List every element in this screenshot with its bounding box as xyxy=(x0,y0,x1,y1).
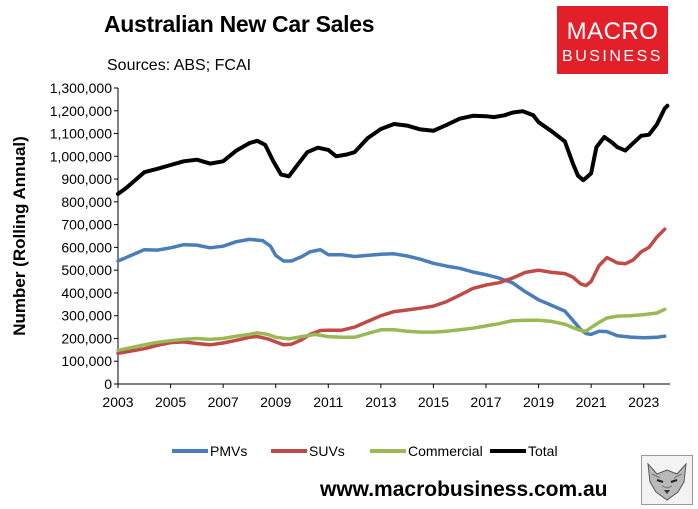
x-tick-label: 2017 xyxy=(470,394,501,410)
y-tick-label: 700,000 xyxy=(61,217,112,233)
y-tick-label: 900,000 xyxy=(61,171,112,187)
x-tick-label: 2005 xyxy=(155,394,186,410)
x-tick-label: 2011 xyxy=(313,394,343,410)
y-tick-label: 800,000 xyxy=(61,194,112,210)
y-tick-labels: 0 100,000 200,000 300,000 400,000 500,000 600,… xyxy=(50,80,113,392)
chart-legend: PMVs SUVs Commercial Total xyxy=(172,443,558,459)
logo-line-2: BUSINESS xyxy=(562,48,663,65)
chart-title: Australian New Car Sales xyxy=(104,11,375,37)
y-tick-label: 200,000 xyxy=(61,330,112,346)
y-tick-label: 100,000 xyxy=(61,353,112,369)
footer-url: www.macrobusiness.com.au xyxy=(320,478,608,501)
legend-label-total: Total xyxy=(528,443,558,459)
x-tick-label: 2009 xyxy=(260,394,291,410)
x-tick-label: 2007 xyxy=(208,394,239,410)
y-tick-label: 500,000 xyxy=(61,262,112,278)
y-tick-label: 300,000 xyxy=(61,308,112,324)
series-line-pmvs xyxy=(116,237,667,340)
chart-subtitle: Sources: ABS; FCAI xyxy=(107,57,252,74)
y-tick-label: 600,000 xyxy=(61,239,112,255)
x-tick-label: 2003 xyxy=(102,394,133,410)
x-tick-label: 2015 xyxy=(418,394,449,410)
y-tick-label: 1,100,000 xyxy=(50,126,112,142)
x-tick-labels: 2003 2005 2007 2009 2011 2013 2015 2017 2019 2021… xyxy=(102,394,659,410)
y-tick-label: 1,000,000 xyxy=(50,148,112,164)
x-tick-label: 2021 xyxy=(576,394,607,410)
x-tick-label: 2013 xyxy=(365,394,396,410)
logo-line-1: MACRO xyxy=(566,18,659,45)
legend-label-pmvs: PMVs xyxy=(210,443,247,459)
y-tick-label: 0 xyxy=(104,376,112,392)
y-tick-label: 400,000 xyxy=(61,285,112,301)
x-tick-label: 2023 xyxy=(628,394,659,410)
chart-axes xyxy=(114,87,670,388)
legend-label-commercial: Commercial xyxy=(408,443,483,459)
series-lines xyxy=(116,103,670,356)
series-line-commercial xyxy=(116,307,667,353)
y-tick-label: 1,300,000 xyxy=(50,80,112,96)
y-axis-title: Number (Rolling Annual) xyxy=(10,136,29,336)
series-line-total xyxy=(116,103,670,196)
wolf-mascot-icon xyxy=(641,455,693,505)
macrobusiness-logo: MACRO BUSINESS xyxy=(557,6,668,74)
y-tick-label: 1,200,000 xyxy=(50,103,112,119)
x-tick-label: 2019 xyxy=(523,394,554,410)
series-line-suvs xyxy=(116,227,667,356)
legend-label-suvs: SUVs xyxy=(309,443,345,459)
